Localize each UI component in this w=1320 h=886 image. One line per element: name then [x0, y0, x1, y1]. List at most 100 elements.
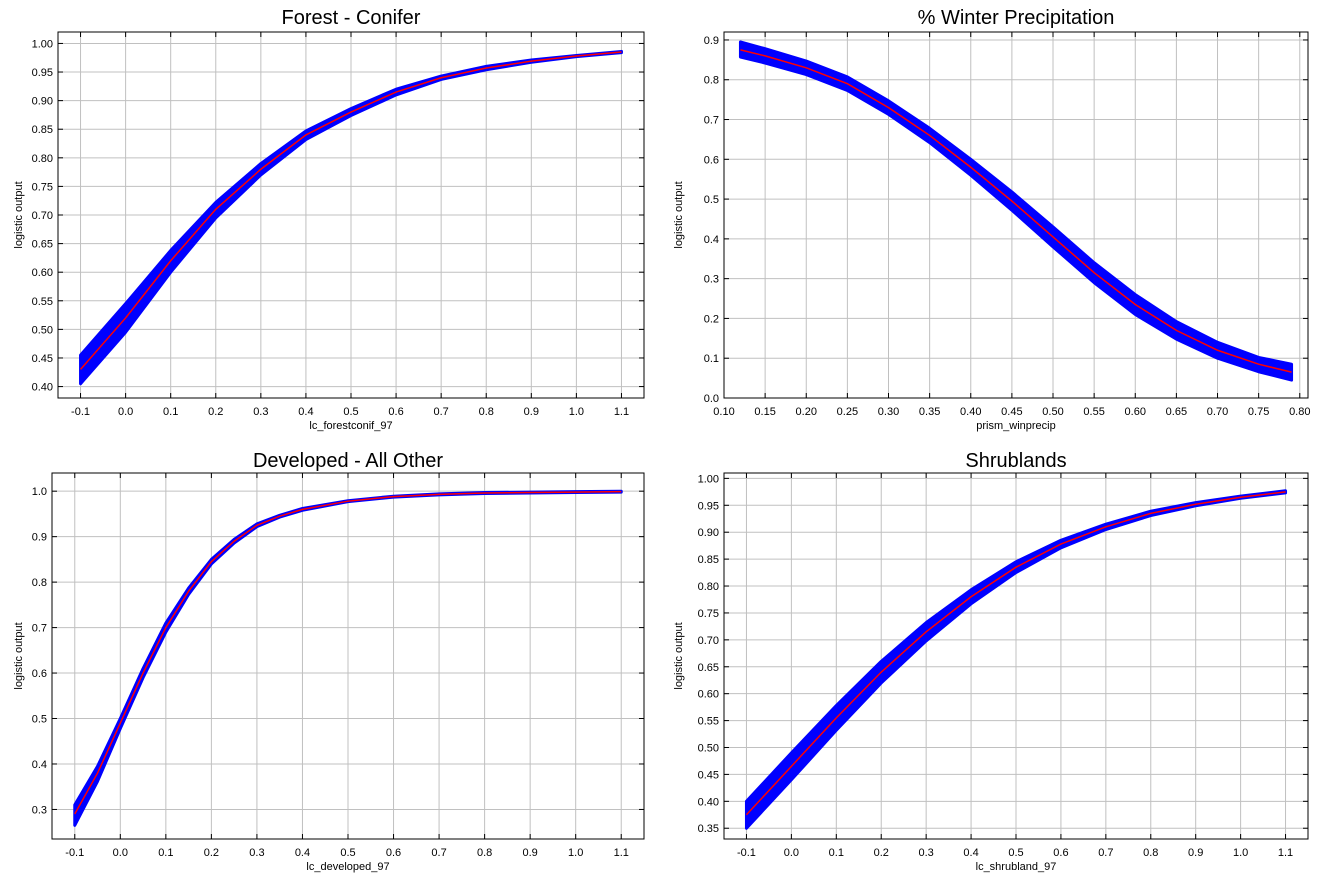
x-tick-label: 1.1	[614, 847, 629, 859]
x-tick-label: 0.3	[919, 847, 934, 859]
x-tick-label: 0.35	[919, 406, 940, 418]
mean-response-line	[740, 49, 1292, 373]
y-tick-label: 0.6	[32, 668, 47, 680]
x-tick-label: 0.15	[754, 406, 775, 418]
x-tick-label: 0.25	[837, 406, 858, 418]
x-tick-label: 0.6	[386, 847, 401, 859]
y-tick-label: 0.8	[32, 577, 47, 589]
y-tick-label: 0.4	[704, 234, 719, 246]
y-tick-label: 0.1	[704, 353, 719, 365]
y-tick-label: 0.8	[704, 75, 719, 87]
chart-title: Forest - Conifer	[282, 7, 421, 29]
chart-title: Shrublands	[965, 450, 1066, 472]
y-tick-label: 0.90	[32, 96, 53, 108]
x-axis-label: lc_developed_97	[306, 861, 389, 873]
x-tick-label: 0.9	[524, 406, 539, 418]
x-tick-label: 0.40	[960, 406, 981, 418]
y-tick-label: 0.45	[698, 769, 719, 781]
x-tick-label: 0.5	[1008, 847, 1023, 859]
x-tick-label: 0.70	[1207, 406, 1228, 418]
x-tick-label: 0.2	[208, 406, 223, 418]
x-tick-label: 0.9	[1188, 847, 1203, 859]
y-tick-label: 0.55	[698, 716, 719, 728]
x-tick-label: 0.60	[1125, 406, 1146, 418]
y-tick-label: 0.9	[704, 35, 719, 47]
x-tick-label: -0.1	[71, 406, 90, 418]
y-tick-label: 0.75	[32, 181, 53, 193]
chart-svg-forest-conifer: Forest - Conifer -0.1 0.0 0.1 0.2 0.3 0.4 0.5 0.…	[13, 7, 645, 432]
x-tick-label: 0.6	[1053, 847, 1068, 859]
chart-title: % Winter Precipitation	[918, 7, 1115, 29]
confidence-band	[738, 40, 1294, 382]
x-tick-label: 0.20	[796, 406, 817, 418]
y-tick-label: 0.6	[704, 154, 719, 166]
x-tick-label: 0.1	[829, 847, 844, 859]
y-tick-label: 0.9	[32, 532, 47, 544]
x-tick-label: 0.1	[163, 406, 178, 418]
y-axis-label: logistic output	[673, 622, 685, 689]
mean-response-line	[79, 51, 622, 370]
chart-shrublands: Shrublands -0.1 0.0 0.1 0.2 0.3 0.4 0.5 0.6 0.7 0.…	[660, 443, 1320, 886]
x-tick-label: 0.4	[298, 406, 313, 418]
y-tick-label: 0.45	[32, 353, 53, 365]
x-tick-label: 0.7	[431, 847, 446, 859]
x-tick-label: 0.45	[1001, 406, 1022, 418]
x-tick-label: 0.80	[1289, 406, 1310, 418]
y-tick-label: 1.0	[32, 486, 47, 498]
y-tick-label: 0.2	[704, 313, 719, 325]
y-tick-label: 0.95	[698, 500, 719, 512]
x-tick-label: 1.1	[1278, 847, 1293, 859]
x-tick-label: 0.3	[253, 406, 268, 418]
chart-title: Developed - All Other	[253, 450, 443, 472]
x-tick-label: 0.75	[1248, 406, 1269, 418]
x-tick-label: 0.8	[479, 406, 494, 418]
plot-frame	[723, 31, 1309, 399]
y-axis-label: logistic output	[13, 622, 25, 689]
x-tick-label: 0.2	[874, 847, 889, 859]
y-tick-label: 0.0	[704, 393, 719, 405]
y-tick-label: 0.75	[698, 608, 719, 620]
x-tick-label: -0.1	[737, 847, 756, 859]
x-tick-label: 0.5	[340, 847, 355, 859]
x-tick-label: 0.9	[523, 847, 538, 859]
y-tick-label: 0.65	[698, 662, 719, 674]
mean-response-line	[745, 491, 1286, 816]
x-tick-label: 0.50	[1042, 406, 1063, 418]
x-tick-label: 0.0	[784, 847, 799, 859]
y-tick-label: 0.40	[32, 382, 53, 394]
x-tick-label: 0.8	[1143, 847, 1158, 859]
chart-winter-precipitation: % Winter Precipitation 0.10 0.15 0.20 0.25 0.…	[660, 0, 1320, 443]
y-tick-label: 0.85	[32, 124, 53, 136]
x-tick-label: 0.65	[1166, 406, 1187, 418]
x-tick-label: 0.10	[713, 406, 734, 418]
x-tick-label: 0.4	[295, 847, 310, 859]
y-tick-label: 1.00	[698, 473, 719, 485]
x-tick-label: 0.4	[963, 847, 978, 859]
y-tick-label: 0.80	[32, 153, 53, 165]
y-axis-label: logistic output	[673, 181, 685, 248]
y-tick-label: 0.4	[32, 759, 47, 771]
chart-svg-winter-precipitation: % Winter Precipitation 0.10 0.15 0.20 0.25 0.…	[673, 7, 1310, 432]
x-axis-label: lc_forestconif_97	[309, 420, 392, 432]
y-tick-label: 0.5	[704, 194, 719, 206]
y-tick-label: 0.60	[698, 689, 719, 701]
chart-forest-conifer: Forest - Conifer -0.1 0.0 0.1 0.2 0.3 0.4 0.5 0.…	[0, 0, 660, 443]
y-tick-label: 0.85	[698, 554, 719, 566]
x-tick-label: 0.5	[343, 406, 358, 418]
y-tick-label: 0.35	[698, 823, 719, 835]
x-tick-label: -0.1	[65, 847, 84, 859]
x-tick-label: 0.7	[1098, 847, 1113, 859]
x-tick-label: 1.0	[569, 406, 584, 418]
x-tick-label: 1.0	[568, 847, 583, 859]
y-tick-label: 0.5	[32, 714, 47, 726]
x-tick-label: 0.0	[118, 406, 133, 418]
x-tick-label: 0.0	[113, 847, 128, 859]
confidence-band	[744, 489, 1288, 830]
y-tick-label: 0.50	[32, 324, 53, 336]
y-tick-label: 1.00	[32, 38, 53, 50]
x-tick-label: 1.0	[1233, 847, 1248, 859]
y-tick-label: 0.70	[698, 635, 719, 647]
mean-response-line	[74, 490, 622, 815]
chart-svg-shrublands: Shrublands -0.1 0.0 0.1 0.2 0.3 0.4 0.5 0.6 0.7 0.…	[673, 450, 1309, 873]
chart-developed-all-other: Developed - All Other -0.1 0.0 0.1 0.2 0.3 0.4…	[0, 443, 660, 886]
